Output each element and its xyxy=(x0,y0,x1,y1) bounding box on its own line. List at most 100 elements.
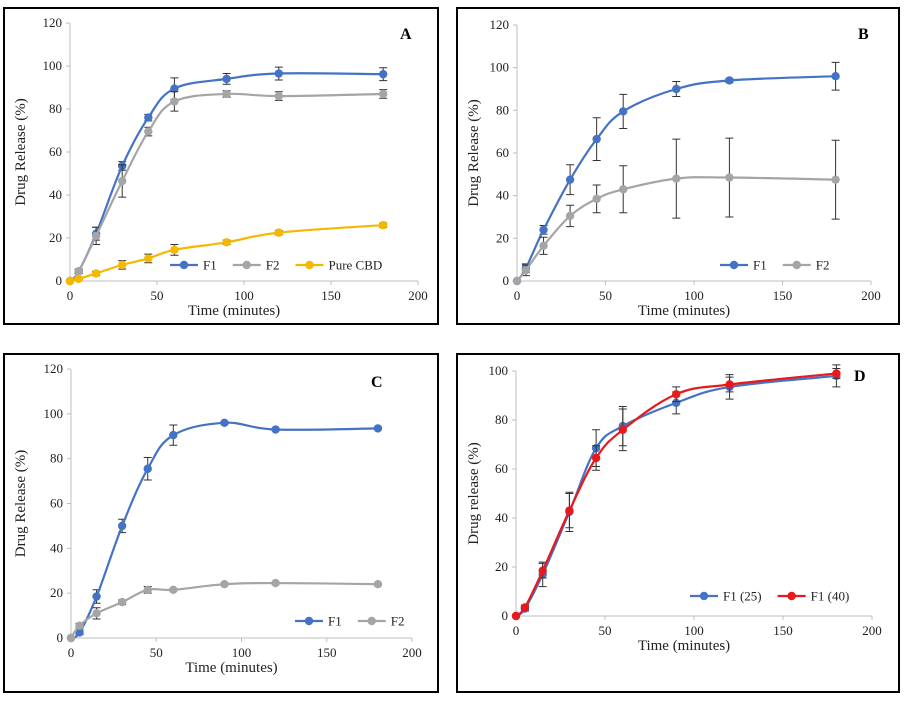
y-tick-label: 0 xyxy=(502,608,509,623)
data-point xyxy=(144,254,153,263)
data-point xyxy=(373,424,383,433)
data-point xyxy=(512,276,522,286)
x-tick-label: 100 xyxy=(232,645,252,660)
x-tick-label: 100 xyxy=(234,288,254,303)
x-tick-label: 100 xyxy=(684,623,704,638)
series-line xyxy=(70,421,378,640)
x-tick-label: 150 xyxy=(317,645,337,660)
y-tick-label: 0 xyxy=(57,630,64,645)
data-point xyxy=(373,580,383,589)
chart-panel-a: 0 50 100 150 200 0 20 40 60 80 100 120 Time (minutes… xyxy=(3,7,439,325)
y-tick-label: 120 xyxy=(43,15,63,30)
data-point xyxy=(379,69,388,79)
data-point xyxy=(672,174,681,183)
data-point xyxy=(92,592,101,601)
data-point xyxy=(169,585,178,595)
legend-label: F2 xyxy=(391,614,405,629)
series-f1 xyxy=(66,418,383,643)
x-tick-label: 0 xyxy=(67,288,74,303)
x-tick-label: 200 xyxy=(861,288,881,303)
data-point xyxy=(220,418,229,427)
series-f2 xyxy=(66,578,383,643)
data-point xyxy=(92,609,101,618)
data-point xyxy=(91,269,101,278)
data-point xyxy=(66,633,76,643)
legend-marker xyxy=(792,260,801,270)
legend-label: Pure CBD xyxy=(328,258,382,273)
y-tick-label: 0 xyxy=(56,273,63,288)
chart-svg: 0 50 100 150 200 0 20 40 60 80 100 120 Time (minutes… xyxy=(13,361,422,676)
data-point xyxy=(672,398,681,408)
data-point xyxy=(565,211,575,221)
y-axis-title: Drug release (%) xyxy=(466,442,482,544)
data-point xyxy=(831,72,840,81)
data-point xyxy=(832,369,841,378)
y-tick-label: 60 xyxy=(50,496,63,511)
legend-marker xyxy=(305,260,314,270)
y-axis-title: Drug Release (%) xyxy=(13,450,29,557)
data-point xyxy=(539,241,548,250)
x-tick-label: 150 xyxy=(321,288,341,303)
data-point xyxy=(143,464,152,473)
series-line xyxy=(69,224,384,283)
y-tick-label: 60 xyxy=(496,145,509,160)
y-tick-label: 40 xyxy=(49,187,62,202)
chart-panel-c: 0 50 100 150 200 0 20 40 60 80 100 120 Time (minutes… xyxy=(3,353,439,693)
data-point xyxy=(274,69,283,78)
y-tick-label: 100 xyxy=(489,363,509,378)
series-line xyxy=(69,92,384,282)
data-point xyxy=(144,127,153,136)
series-line xyxy=(69,72,384,282)
legend-label: F1 (25) xyxy=(723,589,762,604)
series-line xyxy=(70,581,378,639)
x-tick-label: 150 xyxy=(773,623,793,638)
chart-svg: 0 50 100 150 200 0 20 40 60 80 100 120 Time (minutes… xyxy=(13,15,428,319)
data-point xyxy=(170,84,179,93)
data-point xyxy=(725,76,734,85)
legend-marker xyxy=(242,260,251,270)
x-tick-label: 50 xyxy=(599,288,612,303)
series-pure-cbd xyxy=(65,220,388,286)
data-point xyxy=(725,173,734,182)
y-tick-label: 80 xyxy=(496,102,509,117)
data-point xyxy=(618,425,627,434)
legend-label: F1 xyxy=(328,614,342,629)
data-point xyxy=(379,89,388,99)
data-point xyxy=(65,276,75,286)
legend-label: F1 xyxy=(753,258,767,273)
data-point xyxy=(511,611,521,621)
y-tick-label: 60 xyxy=(49,144,62,159)
y-tick-label: 100 xyxy=(43,58,63,73)
data-point xyxy=(170,245,179,255)
legend: F1 F2 xyxy=(720,258,829,273)
y-axis-title: Drug Release (%) xyxy=(13,98,29,205)
legend-marker xyxy=(787,591,796,601)
legend: F1 (25) F1 (40) xyxy=(690,589,849,604)
data-point xyxy=(592,134,601,144)
data-point xyxy=(170,97,179,106)
y-tick-label: 80 xyxy=(50,451,63,466)
y-tick-label: 100 xyxy=(44,406,64,421)
y-tick-label: 80 xyxy=(49,101,62,116)
panel-letter: A xyxy=(400,26,412,43)
data-point xyxy=(379,220,388,230)
data-point xyxy=(672,84,681,94)
y-tick-label: 40 xyxy=(495,510,508,525)
panel-letter: D xyxy=(854,368,866,385)
legend-marker xyxy=(699,591,709,601)
data-point xyxy=(538,566,547,575)
data-point xyxy=(117,521,127,531)
chart-panel-d: 0 50 100 150 200 0 20 40 60 80 100 Time (minutes) Dr… xyxy=(456,353,900,693)
legend-label: F1 (40) xyxy=(811,589,850,604)
x-tick-label: 0 xyxy=(514,288,521,303)
data-point xyxy=(591,453,601,463)
data-point xyxy=(220,580,229,589)
data-point xyxy=(619,107,628,116)
x-tick-label: 50 xyxy=(150,645,163,660)
x-axis-title: Time (minutes) xyxy=(638,638,730,654)
data-point xyxy=(91,231,101,241)
data-point xyxy=(74,267,83,276)
series-f1-25 xyxy=(511,364,841,621)
data-point xyxy=(271,425,280,434)
